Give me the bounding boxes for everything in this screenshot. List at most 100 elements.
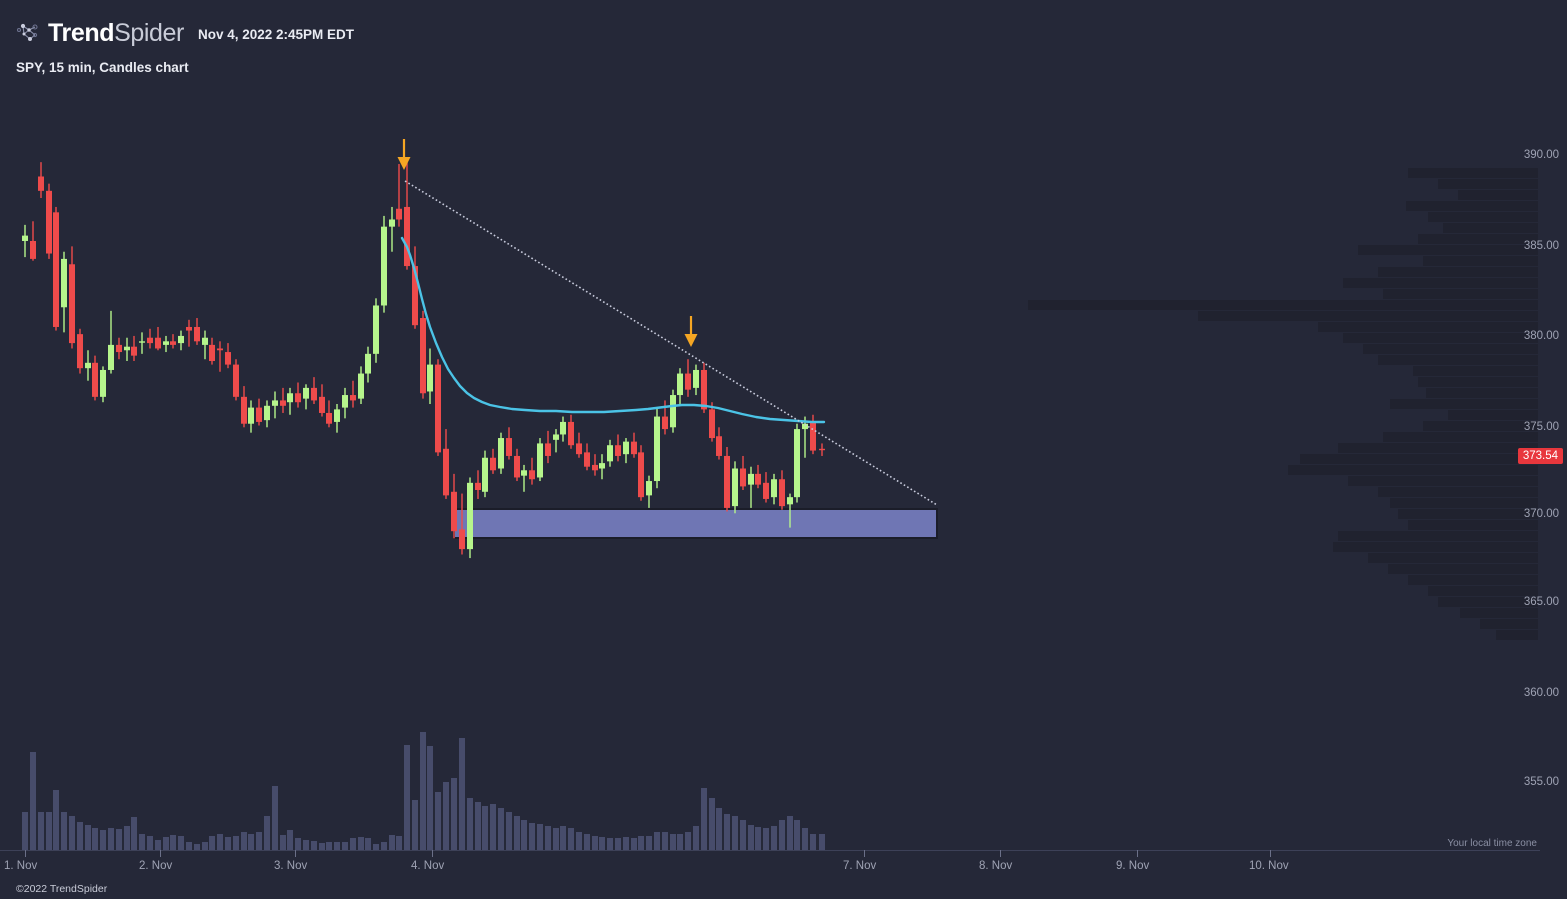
chart-timestamp: Nov 4, 2022 2:45PM EDT (197, 27, 355, 42)
candle-body (358, 373, 364, 399)
candle-body (748, 473, 754, 485)
volume-profile-bar (1408, 575, 1538, 585)
volume-profile-bar (1378, 487, 1538, 497)
volume-bar (802, 828, 808, 850)
volume-bar (514, 816, 520, 850)
volume-bar (46, 812, 52, 850)
candle-body (272, 400, 278, 406)
volume-bar (241, 832, 247, 850)
candle-body (194, 326, 200, 342)
moving-average-line[interactable] (400, 236, 826, 424)
volume-profile-bar (1480, 619, 1538, 629)
volume-profile-bar (1406, 201, 1538, 211)
candle-body (412, 266, 418, 326)
volume-bar (576, 832, 582, 850)
volume-profile-bar (1390, 399, 1538, 409)
candle-body (779, 479, 785, 507)
candle-body (53, 212, 59, 327)
volume-bar (77, 822, 83, 850)
candle-body (490, 457, 496, 471)
last-price-badge[interactable]: 373.54 (1517, 448, 1563, 464)
candle-body (85, 362, 91, 369)
volume-bar (202, 842, 208, 850)
volume-bar (147, 836, 153, 850)
candle-body (467, 482, 473, 550)
price-axis-label: 360.00 (1523, 687, 1559, 699)
candle-body (108, 344, 114, 370)
volume-bar (365, 838, 371, 850)
volume-profile-bar (1423, 256, 1538, 266)
time-axis-tick (160, 850, 161, 857)
signal-arrow-2[interactable] (684, 316, 698, 347)
volume-bar (529, 823, 535, 850)
volume-profile-bar (1418, 234, 1538, 244)
price-axis-label: 385.00 (1523, 240, 1559, 252)
candle-body (326, 412, 332, 424)
volume-bar (85, 825, 91, 850)
volume-bar (623, 837, 629, 850)
volume-profile-bar (1383, 289, 1538, 299)
candle-body (287, 393, 293, 403)
volume-bar (389, 835, 395, 850)
candle-body (662, 416, 668, 430)
candle-body (100, 369, 106, 397)
price-axis[interactable]: 390.00 385.00 380.00 375.00 370.00 365.00 360.… (1490, 86, 1567, 850)
volume-profile-bar (1423, 421, 1538, 431)
time-axis-tick (432, 850, 433, 857)
volume-bar (693, 826, 699, 850)
candle-body (599, 463, 605, 469)
volume-bar (631, 838, 637, 850)
candle-body (709, 409, 715, 439)
candle-body (389, 219, 395, 227)
volume-bar (537, 824, 543, 850)
candle-body (584, 452, 590, 467)
volume-bar (685, 832, 691, 850)
volume-bar (342, 842, 348, 850)
candle-body (646, 481, 652, 496)
candle-body (560, 421, 566, 435)
volume-bar (498, 808, 504, 850)
volume-bar (412, 800, 418, 850)
volume-bar (22, 812, 28, 850)
volume-bar (170, 835, 176, 850)
candle-body (677, 373, 683, 396)
volume-profile-bar (1333, 542, 1538, 552)
candle-body (787, 497, 793, 505)
volume-profile-bar (1443, 223, 1538, 233)
candle-body (755, 473, 761, 485)
time-axis[interactable]: Your local time zone 1. Nov 2. Nov 3. Nov 4… (0, 838, 1567, 880)
candle-body (724, 455, 730, 508)
volume-bar (225, 837, 231, 850)
candle-body (92, 362, 98, 397)
candle-body (740, 468, 746, 487)
candle-body (248, 407, 254, 424)
time-axis-label: 7. Nov (843, 860, 877, 872)
time-axis-tick (1270, 850, 1271, 857)
candle-body (443, 448, 449, 496)
axis-rule (0, 850, 1540, 851)
candle-body (420, 318, 426, 394)
candle-body (819, 448, 825, 451)
volume-bar (248, 834, 254, 850)
support-zone-rect[interactable] (453, 508, 938, 539)
candle-body (451, 491, 457, 532)
candle-body (794, 429, 800, 498)
volume-bar (740, 820, 746, 850)
candle-body (303, 387, 309, 399)
volume-profile (1028, 168, 1538, 640)
candle-body (685, 373, 691, 390)
volume-bar (381, 842, 387, 850)
volume-profile-bar (1358, 245, 1538, 255)
volume-profile-bar (1343, 278, 1538, 288)
price-chart-plot[interactable] (0, 86, 1538, 850)
signal-arrow-1[interactable] (397, 139, 411, 170)
candle-body (732, 468, 738, 507)
horizontal-support-zone[interactable] (453, 508, 938, 539)
time-axis-label: 9. Nov (1116, 860, 1150, 872)
chart-canvas[interactable] (0, 86, 1538, 850)
volume-bar (186, 842, 192, 850)
arrow-head (684, 334, 698, 347)
timezone-note: Your local time zone (1447, 838, 1537, 849)
volume-bar (545, 826, 551, 850)
candle-body (670, 395, 676, 428)
